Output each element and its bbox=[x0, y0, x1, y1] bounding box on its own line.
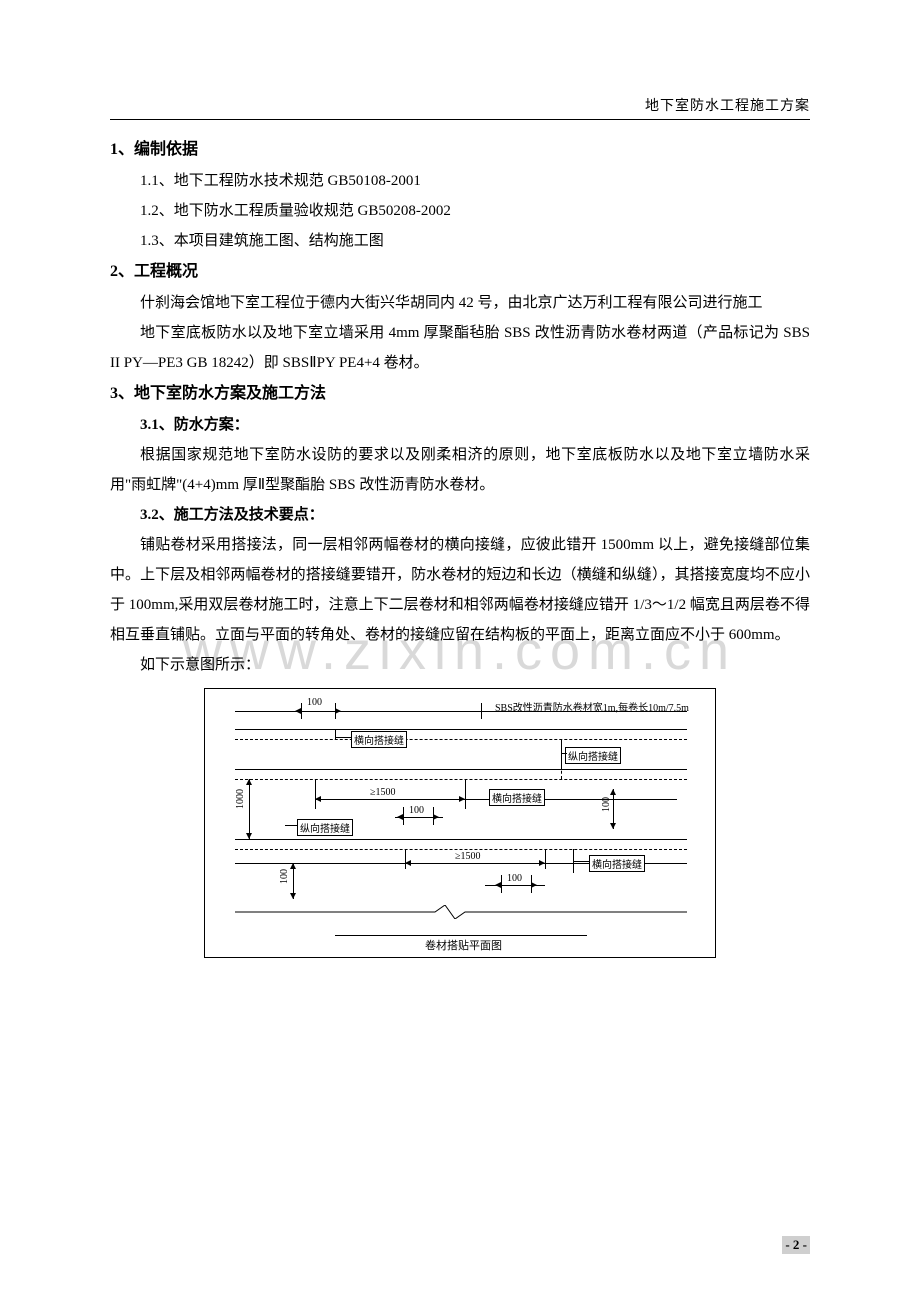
vseam-label-2: 纵向搭接缝 bbox=[297, 819, 353, 836]
section-3-2-heading: 3.2、施工方法及技术要点： bbox=[110, 500, 810, 530]
section-3-2-ref: 如下示意图所示： bbox=[110, 650, 810, 680]
section-3-1-body: 根据国家规范地下室防水设防的要求以及刚柔相济的原则，地下室底板防水以及地下室立墙… bbox=[110, 440, 810, 500]
dim-100-bl: 100 bbox=[279, 869, 290, 884]
vseam-label-1: 纵向搭接缝 bbox=[565, 747, 621, 764]
page-header-title: 地下室防水工程施工方案 bbox=[110, 95, 810, 119]
section-2-p1: 什刹海会馆地下室工程位于德内大街兴华胡同内 42 号，由北京广达万利工程有限公司… bbox=[110, 288, 810, 318]
dim-100-right-v: 100 bbox=[601, 797, 612, 812]
section-3-heading: 3、地下室防水方案及施工方法 bbox=[110, 378, 810, 410]
hseam-label-3: 横向搭接缝 bbox=[589, 855, 645, 872]
overlap-diagram: 100 SBS改性沥青防水卷材宽1m,每卷长10m/7.5m 横向搭接缝 纵向搭… bbox=[204, 688, 716, 958]
section-1-item-3: 1.3、本项目建筑施工图、结构施工图 bbox=[110, 226, 810, 256]
page-number: - 2 - bbox=[782, 1236, 810, 1254]
dim-100-bottom: 100 bbox=[507, 873, 522, 884]
hseam-label-1: 横向搭接缝 bbox=[351, 731, 407, 748]
dim-100-mid: 100 bbox=[409, 805, 424, 816]
section-2-heading: 2、工程概况 bbox=[110, 256, 810, 288]
section-1-item-2: 1.2、地下防水工程质量验收规范 GB50208-2002 bbox=[110, 196, 810, 226]
top-note: SBS改性沥青防水卷材宽1m,每卷长10m/7.5m bbox=[495, 699, 689, 714]
dim-100-top: 100 bbox=[307, 697, 322, 708]
section-1-heading: 1、编制依据 bbox=[110, 134, 810, 166]
hseam-label-2: 横向搭接缝 bbox=[489, 789, 545, 806]
dim-ge1500-2: ≥1500 bbox=[455, 851, 481, 862]
break-line-icon bbox=[235, 905, 687, 919]
dim-ge1500-1: ≥1500 bbox=[370, 787, 396, 798]
diagram-caption: 卷材搭贴平面图 bbox=[425, 937, 502, 953]
section-3-1-heading: 3.1、防水方案： bbox=[110, 410, 810, 440]
header-rule bbox=[110, 119, 810, 120]
section-1-item-1: 1.1、地下工程防水技术规范 GB50108-2001 bbox=[110, 166, 810, 196]
section-3-2-body: 铺贴卷材采用搭接法，同一层相邻两幅卷材的横向接缝，应彼此错开 1500mm 以上… bbox=[110, 530, 810, 650]
section-2-p2: 地下室底板防水以及地下室立墙采用 4mm 厚聚酯毡胎 SBS 改性沥青防水卷材两… bbox=[110, 318, 810, 378]
dim-1000-left: 1000 bbox=[235, 789, 246, 809]
